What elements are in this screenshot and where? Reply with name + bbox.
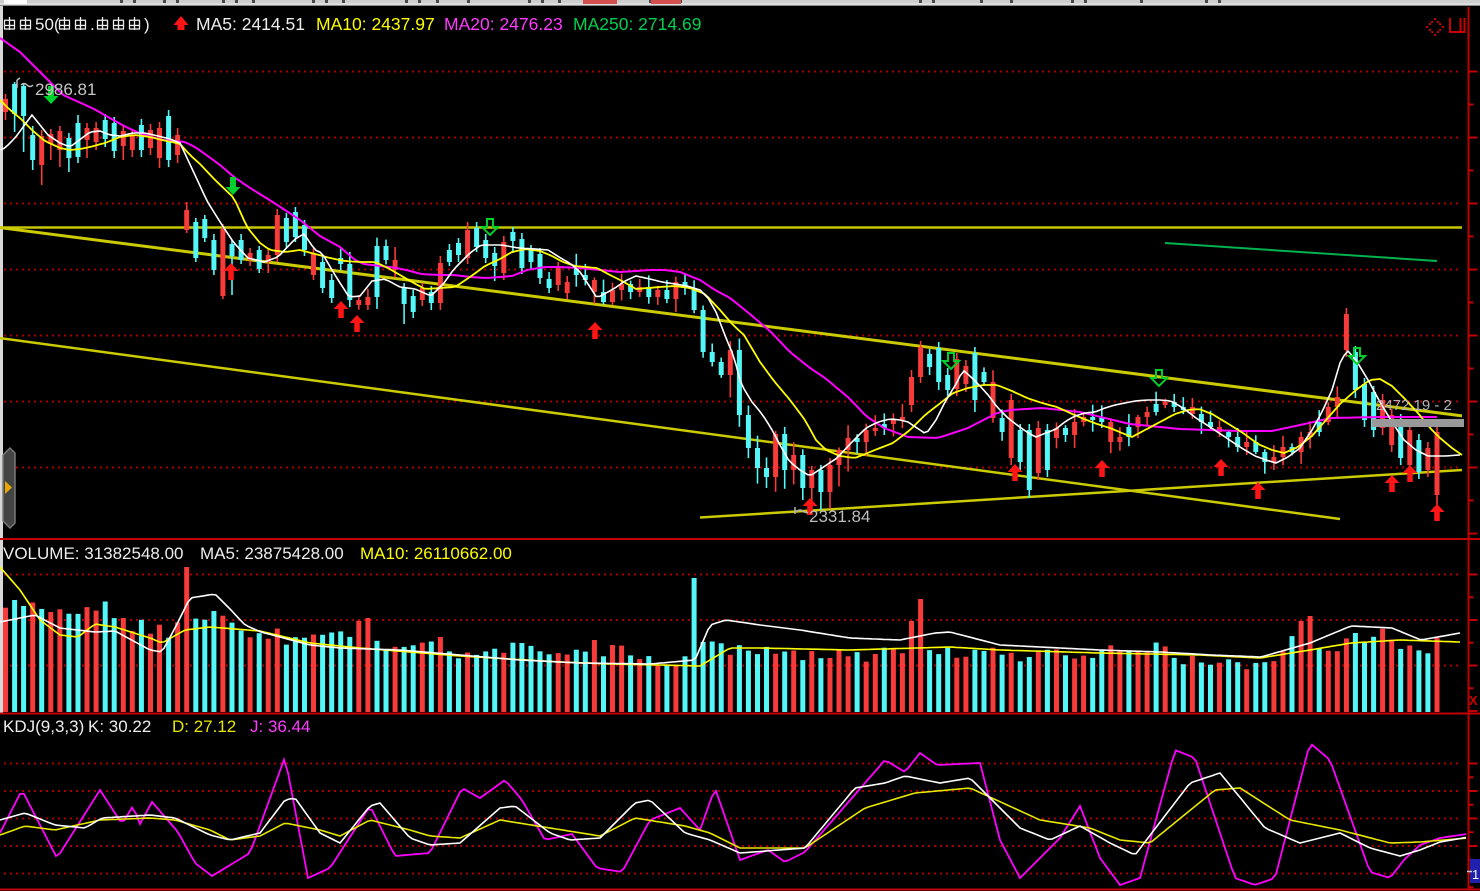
svg-text:KDJ(9,3,3): KDJ(9,3,3) xyxy=(3,717,84,736)
svg-text:1: 1 xyxy=(1472,867,1479,882)
svg-text:D: 27.12: D: 27.12 xyxy=(172,717,236,736)
svg-text:MA250: 2714.69: MA250: 2714.69 xyxy=(573,14,701,34)
svg-text:X: X xyxy=(1469,693,1478,708)
svg-text:2986.81: 2986.81 xyxy=(35,80,96,99)
svg-text:MA10: 2437.97: MA10: 2437.97 xyxy=(316,14,435,34)
svg-text:VOLUME: 31382548.00: VOLUME: 31382548.00 xyxy=(3,544,184,563)
svg-text:): ) xyxy=(144,15,150,34)
svg-text:MA5: 2414.51: MA5: 2414.51 xyxy=(196,14,305,34)
svg-text:J: 36.44: J: 36.44 xyxy=(250,717,311,736)
svg-text:2472.19 - 2: 2472.19 - 2 xyxy=(1376,397,1452,414)
svg-text:MA20: 2476.23: MA20: 2476.23 xyxy=(444,14,563,34)
svg-text:2331.84: 2331.84 xyxy=(809,507,870,526)
svg-text:50(: 50( xyxy=(35,15,60,34)
svg-text:K: 30.22: K: 30.22 xyxy=(88,717,151,736)
svg-text:MA10: 26110662.00: MA10: 26110662.00 xyxy=(360,544,512,563)
svg-text:MA5: 23875428.00: MA5: 23875428.00 xyxy=(200,544,344,563)
svg-text:.: . xyxy=(90,15,95,34)
